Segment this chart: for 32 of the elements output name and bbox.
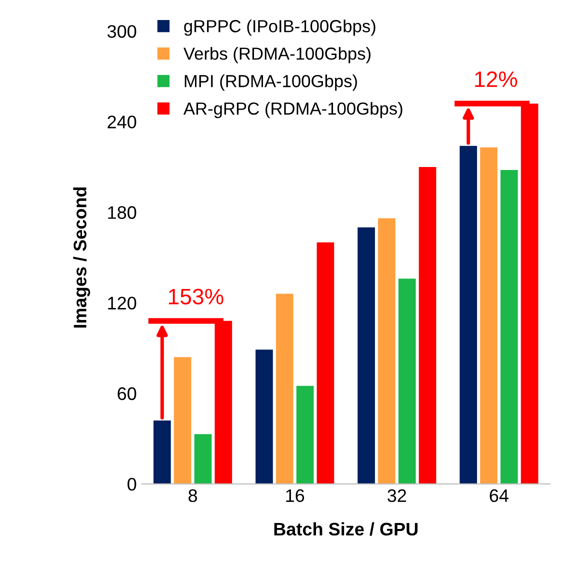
bar	[418, 166, 436, 484]
x-axis-title: Batch Size / GPU	[274, 522, 418, 536]
bar	[153, 420, 171, 484]
bar	[256, 350, 273, 484]
bar	[460, 146, 478, 484]
y-tick-label: 240	[108, 116, 136, 128]
bar	[500, 170, 518, 484]
legend-label: Verbs (RDMA-100Gbps)	[183, 47, 370, 64]
y-tick-label: 180	[108, 206, 136, 219]
x-tick-label: 32	[388, 489, 406, 502]
bar	[358, 227, 375, 484]
annotation: 12%	[475, 71, 518, 88]
x-tick-label: 64	[490, 489, 508, 502]
y-axis-title: Images / Second	[73, 187, 90, 328]
legend-label: MPI (RDMA-100Gbps)	[184, 74, 357, 91]
legend-label: gRPPC (IPoIB-100Gbps)	[184, 20, 376, 36]
bar	[316, 242, 334, 484]
y-tick-label: 0	[128, 478, 136, 491]
y-tick-label: 300	[107, 25, 136, 38]
x-tick-label: 16	[286, 489, 304, 502]
x-tick-label: 8	[188, 489, 198, 502]
y-tick-label: 60	[118, 387, 136, 400]
bar	[174, 357, 192, 484]
bar	[296, 386, 314, 484]
legend-label: AR-gRPC (RDMA-100Gbps)	[183, 102, 402, 118]
bar	[194, 434, 212, 484]
y-tick-label: 120	[108, 296, 136, 310]
annotation: 153%	[168, 288, 224, 304]
bar	[276, 294, 294, 484]
bar	[480, 147, 498, 484]
bar	[398, 278, 416, 484]
bar	[378, 218, 396, 484]
